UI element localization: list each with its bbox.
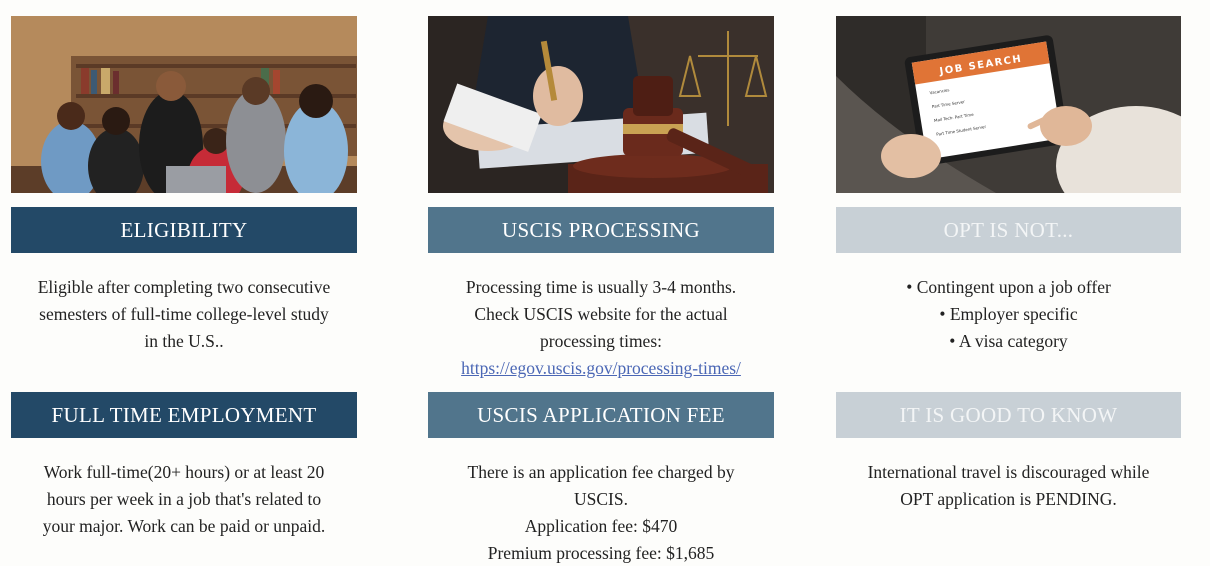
job-search-line-1: Vacancies [929, 87, 949, 95]
uscis-processing-heading: USCIS PROCESSING [428, 207, 774, 253]
travel-line-1: International travel is discouraged whil… [867, 462, 1150, 482]
premium-processing-fee: Premium processing fee: $1,685 [487, 543, 715, 563]
opt-is-not-list: • Contingent upon a job offer • Employer… [836, 274, 1181, 355]
gavel-and-signing-photo [428, 16, 774, 193]
eligibility-line-2: semesters of full-time college-level stu… [39, 304, 329, 324]
fee-line-2: USCIS. [574, 489, 628, 509]
uscis-application-fee-heading: USCIS APPLICATION FEE [428, 392, 774, 438]
list-item: • Employer specific [939, 304, 1078, 324]
full-time-employment-heading: FULL TIME EMPLOYMENT [11, 392, 357, 438]
eligibility-line-3: in the U.S.. [144, 331, 224, 351]
fee-line-1: There is an application fee charged by [467, 462, 735, 482]
full-time-employment-text: Work full-time(20+ hours) or at least 20… [11, 459, 357, 540]
good-to-know-heading: IT IS GOOD TO KNOW [836, 392, 1181, 438]
uscis-column: USCIS PROCESSING Processing time is usua… [428, 0, 774, 566]
uscis-application-fee-text: There is an application fee charged by U… [428, 459, 774, 566]
processing-line-2: Check USCIS website for the actual [474, 304, 728, 324]
job-search-line-3: Mail Tech: Part Time [934, 112, 975, 123]
processing-line-1: Processing time is usually 3-4 months. [465, 277, 737, 297]
eligibility-heading: ELIGIBILITY [11, 207, 357, 253]
good-to-know-text: International travel is discouraged whil… [836, 459, 1181, 513]
eligibility-column: ELIGIBILITY Eligible after completing tw… [11, 0, 357, 566]
application-fee: Application fee: $470 [524, 516, 678, 536]
employment-line-3: your major. Work can be paid or unpaid. [42, 516, 326, 536]
job-search-line-2: Part Time Server [931, 99, 965, 109]
list-item: • Contingent upon a job offer [906, 277, 1111, 297]
eligibility-text: Eligible after completing two consecutiv… [11, 274, 357, 355]
students-cheering-photo [11, 16, 357, 193]
opt-column: JOB SEARCH Vacancies Part Time Server Ma… [836, 0, 1181, 566]
processing-times-link[interactable]: https://egov.uscis.gov/processing-times/ [461, 358, 741, 378]
employment-line-2: hours per week in a job that's related t… [46, 489, 322, 509]
employment-line-1: Work full-time(20+ hours) or at least 20 [43, 462, 325, 482]
eligibility-line-1: Eligible after completing two consecutiv… [37, 277, 331, 297]
travel-line-2: OPT application is PENDING. [900, 489, 1117, 509]
job-search-tablet-photo: JOB SEARCH Vacancies Part Time Server Ma… [836, 16, 1181, 193]
uscis-processing-text: Processing time is usually 3-4 months. C… [428, 274, 774, 382]
list-item: • A visa category [949, 331, 1068, 351]
opt-is-not-heading: OPT IS NOT... [836, 207, 1181, 253]
processing-line-3: processing times: [540, 331, 662, 351]
